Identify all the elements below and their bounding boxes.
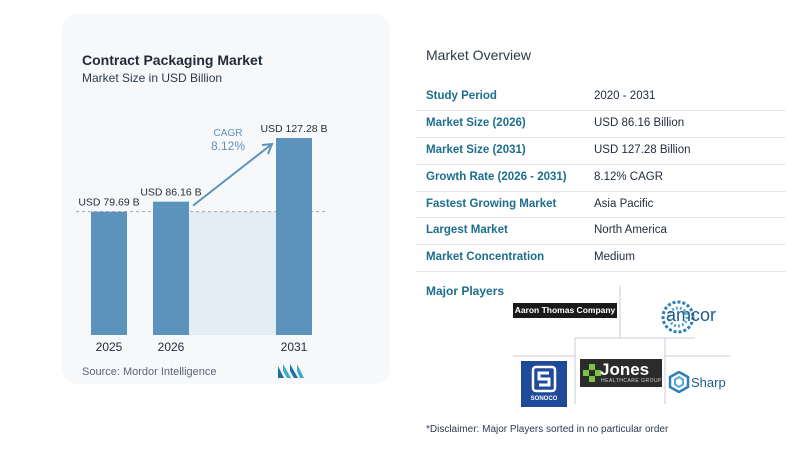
sonoco-logo-text: SONOCO [530,396,558,402]
mordor-intelligence-logo-icon [278,364,304,378]
overview-value: 2020 - 2031 [594,90,656,102]
overview-label: Market Concentration [426,251,545,264]
overview-value: Asia Pacific [594,197,654,210]
major-players-label: Major Players [426,284,505,298]
jones-healthcare-group-logo [580,359,662,387]
sonoco-logo [521,361,567,407]
cagr-arrow [192,143,273,207]
chart-title: Contract Packaging Market [82,52,263,68]
jones-logo-subtext: HEALTHCARE GROUP [601,378,662,384]
data-label-2031: USD 127.28 B [260,123,327,135]
amcor-logo-icon [661,300,695,334]
overview-value: USD 86.16 Billion [594,116,685,129]
overview-row-market-concentration: Market Concentration Medium [416,245,786,273]
disclaimer: *Disclaimer: Major Players sorted in no … [426,424,669,435]
amcor-logo: amcor [666,305,717,325]
jones-cross-icon [583,364,601,382]
overview-value: USD 127.28 Billion [594,143,691,156]
overview-label: Study Period [426,90,497,102]
tick-label-2031: 2031 [281,340,308,354]
growth-region [189,211,276,335]
overview-label: Largest Market [426,224,508,237]
tick-label-2026: 2026 [158,340,185,354]
cagr-value: 8.12% [211,139,245,153]
chart-subtitle: Market Size in USD Billion [82,71,223,85]
players-grid-lines [513,286,730,404]
tick-label-2025: 2025 [96,340,123,354]
overview-row-fastest-growing-market: Fastest Growing Market Asia Pacific [416,192,786,219]
bar-2025 [91,211,127,335]
overview-label: Fastest Growing Market [426,197,557,210]
overview-value: Medium [594,251,635,264]
bar-chart: USD 79.69 B 2025 USD 86.16 B 2026 USD 127.28… [76,123,328,354]
data-label-2025: USD 79.69 B [78,197,139,209]
overview-label: Market Size (2031) [426,143,526,156]
aaron-thomas-company-logo: Aaron Thomas Company [513,303,617,318]
jones-logo-text: Jones [600,360,650,379]
overview-row-study-period: Study Period 2020 - 2031 [416,84,786,111]
data-label-2026: USD 86.16 B [140,187,201,199]
market-overview-table: Study Period 2020 - 2031 Market Size (20… [416,84,786,273]
sharp-logo-icon [668,371,690,393]
market-overview-title: Market Overview [426,47,532,63]
sharp-logo: Sharp [691,375,726,390]
overview-value: 8.12% CAGR [594,170,664,183]
cagr-arrow-head [261,142,274,155]
overview-row-growth-rate: Growth Rate (2026 - 2031) 8.12% CAGR [416,165,786,192]
sonoco-s-icon [531,365,557,393]
overview-label: Growth Rate (2026 - 2031) [426,170,567,183]
bar-2026 [153,201,189,335]
overview-row-market-size-2031: Market Size (2031) USD 127.28 Billion [416,138,786,165]
overview-row-market-size-2026: Market Size (2026) USD 86.16 Billion [416,111,786,138]
bar-2031 [276,138,312,335]
overview-value: North America [594,224,667,237]
overview-label: Market Size (2026) [426,116,526,129]
source-label: Source: Mordor Intelligence [82,366,217,378]
cagr-label: CAGR [214,128,243,139]
overview-row-largest-market: Largest Market North America [416,218,786,246]
